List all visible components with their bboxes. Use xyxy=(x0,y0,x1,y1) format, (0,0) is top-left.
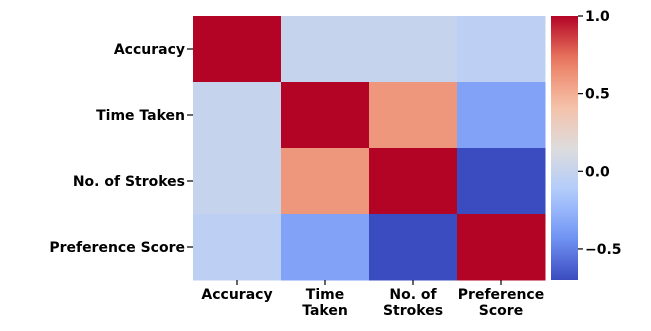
colorbar-tick-label: 1.0 xyxy=(585,9,610,25)
row-label: Accuracy xyxy=(114,42,185,58)
heatmap-cell xyxy=(193,82,282,149)
heatmap-cell xyxy=(281,148,370,215)
heatmap-cells xyxy=(193,16,546,281)
row-labels: Accuracy Time Taken No. of Strokes Preferen… xyxy=(49,42,193,256)
heatmap-cell xyxy=(193,16,282,83)
heatmap-cell xyxy=(369,82,458,149)
colorbar-tick-label: 0.0 xyxy=(585,164,610,180)
column-label: Preference Score xyxy=(458,287,544,319)
column-label: Accuracy xyxy=(201,287,272,303)
colorbar xyxy=(551,16,578,280)
heatmap-cell xyxy=(457,148,546,215)
heatmap-cell xyxy=(369,214,458,281)
heatmap-cell xyxy=(193,148,282,215)
heatmap-cell xyxy=(457,214,546,281)
heatmap-cell xyxy=(281,214,370,281)
heatmap-cell xyxy=(281,82,370,149)
column-label: No. of Strokes xyxy=(383,287,443,319)
heatmap-cell xyxy=(281,16,370,83)
heatmap-cell xyxy=(369,148,458,215)
colorbar-tick-label: 0.5 xyxy=(585,87,610,103)
heatmap-cell xyxy=(457,16,546,83)
row-label: Preference Score xyxy=(49,240,185,256)
heatmap-cell xyxy=(457,82,546,149)
column-label: Time Taken xyxy=(302,287,348,319)
heatmap-cell xyxy=(193,214,282,281)
row-label: No. of Strokes xyxy=(73,174,185,190)
colorbar-ticks: 1.0 0.5 0.0 −0.5 xyxy=(578,9,622,258)
column-labels: Accuracy Time Taken No. of Strokes Preference… xyxy=(201,280,544,319)
row-label: Time Taken xyxy=(96,108,185,124)
heatmap-cell xyxy=(369,16,458,83)
colorbar-tick-label: −0.5 xyxy=(585,242,622,258)
